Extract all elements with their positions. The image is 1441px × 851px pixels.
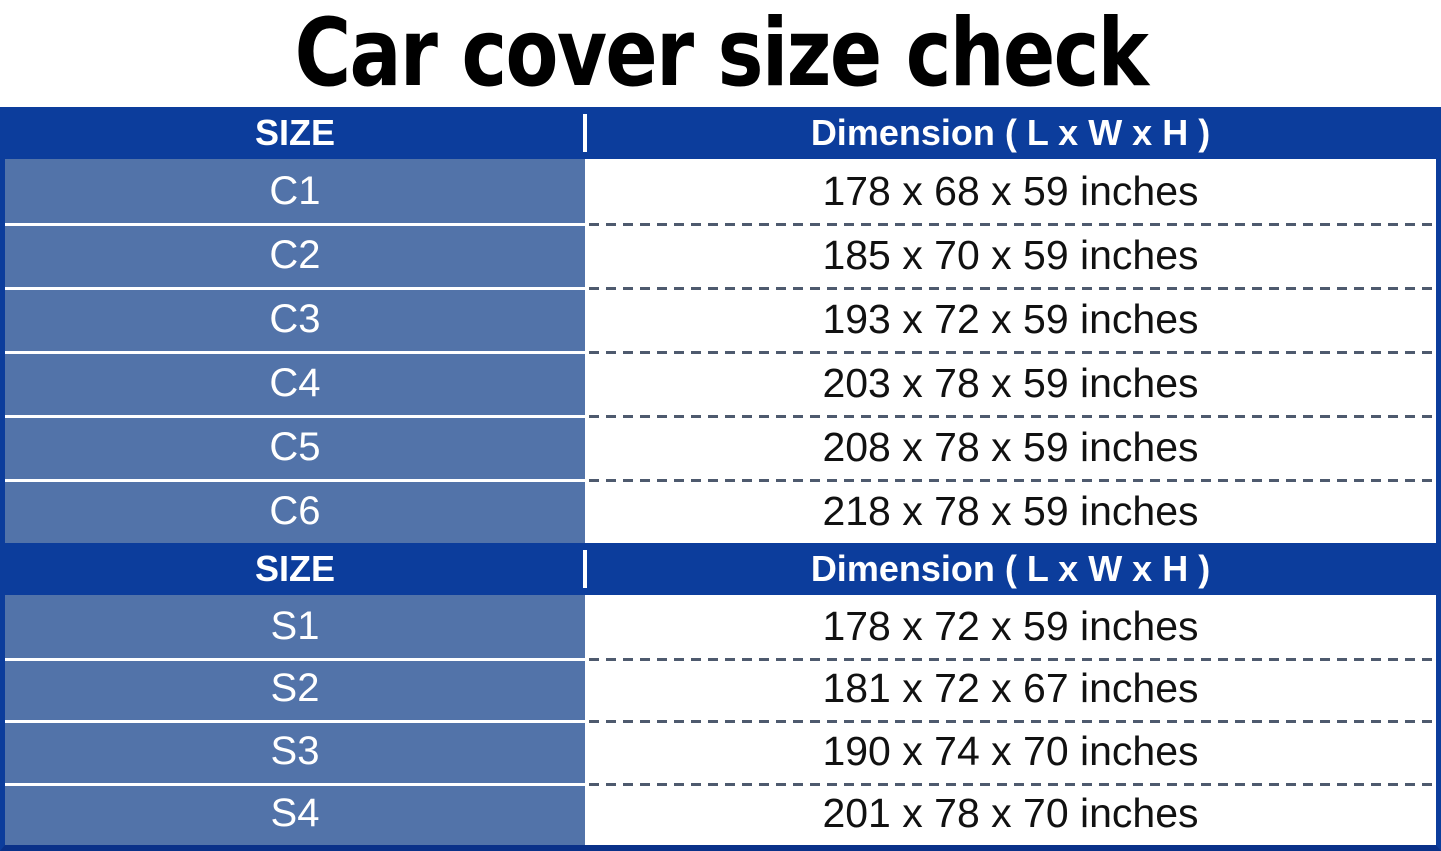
- size-value: C3: [269, 296, 321, 341]
- dimension-cell: 181 x 72 x 67 inches: [585, 657, 1436, 720]
- table-row: C1 178 x 68 x 59 inches: [5, 159, 1436, 223]
- table-header-row-s: SIZE Dimension ( L x W x H ): [5, 543, 1436, 595]
- dimension-value: 178 x 72 x 59 inches: [822, 602, 1199, 649]
- header-dimension-label: Dimension ( L x W x H ): [810, 112, 1211, 153]
- size-cell: S2: [5, 657, 585, 720]
- dimension-cell: 185 x 70 x 59 inches: [585, 223, 1436, 287]
- table-row: C2 185 x 70 x 59 inches: [5, 223, 1436, 287]
- size-value: S3: [270, 728, 320, 773]
- dimension-value: 218 x 78 x 59 inches: [822, 487, 1199, 534]
- dimension-value: 178 x 68 x 59 inches: [822, 167, 1199, 214]
- dimension-cell: 218 x 78 x 59 inches: [585, 479, 1436, 543]
- size-cell: C2: [5, 223, 585, 287]
- header-dimension-label: Dimension ( L x W x H ): [810, 548, 1211, 589]
- dimension-value: 193 x 72 x 59 inches: [822, 295, 1199, 342]
- size-cell: C1: [5, 159, 585, 223]
- size-value: C2: [269, 232, 321, 277]
- size-value: S1: [270, 603, 320, 648]
- dimension-cell: 178 x 72 x 59 inches: [585, 595, 1436, 658]
- size-cell: S3: [5, 720, 585, 783]
- header-size-label: SIZE: [254, 112, 335, 153]
- dimension-value: 201 x 78 x 70 inches: [822, 790, 1199, 837]
- table-row: C4 203 x 78 x 59 inches: [5, 351, 1436, 415]
- dimension-value: 208 x 78 x 59 inches: [822, 423, 1199, 470]
- dimension-value: 190 x 74 x 70 inches: [822, 727, 1199, 774]
- table-row: S4 201 x 78 x 70 inches: [5, 782, 1436, 845]
- dimension-cell: 203 x 78 x 59 inches: [585, 351, 1436, 415]
- table-row: C5 208 x 78 x 59 inches: [5, 415, 1436, 479]
- page-title: Car cover size check: [294, 0, 1148, 108]
- size-value: C6: [269, 488, 321, 533]
- size-cell: C3: [5, 287, 585, 351]
- dimension-value: 203 x 78 x 59 inches: [822, 359, 1199, 406]
- size-value: C4: [269, 360, 321, 405]
- dimension-cell: 208 x 78 x 59 inches: [585, 415, 1436, 479]
- header-size-cell: SIZE: [5, 107, 587, 159]
- header-column-divider: [583, 114, 587, 152]
- size-cell: S4: [5, 782, 585, 845]
- title-bar: Car cover size check: [0, 0, 1441, 108]
- car-cover-size-table: SIZE Dimension ( L x W x H ) C1 178 x 68…: [0, 107, 1441, 851]
- header-size-cell: SIZE: [5, 543, 587, 595]
- dimension-cell: 178 x 68 x 59 inches: [585, 159, 1436, 223]
- table-row: S1 178 x 72 x 59 inches: [5, 595, 1436, 658]
- header-dimension-cell: Dimension ( L x W x H ): [585, 543, 1436, 595]
- dimension-cell: 201 x 78 x 70 inches: [585, 782, 1436, 845]
- dimension-value: 185 x 70 x 59 inches: [822, 231, 1199, 278]
- dimension-value: 181 x 72 x 67 inches: [822, 665, 1199, 712]
- size-cell: C6: [5, 479, 585, 543]
- table-row: C6 218 x 78 x 59 inches: [5, 479, 1436, 543]
- table-row: C3 193 x 72 x 59 inches: [5, 287, 1436, 351]
- size-value: S2: [270, 666, 320, 711]
- dimension-cell: 193 x 72 x 59 inches: [585, 287, 1436, 351]
- size-value: C5: [269, 424, 321, 469]
- dimension-cell: 190 x 74 x 70 inches: [585, 720, 1436, 783]
- size-value: S4: [270, 791, 320, 836]
- table-row: S3 190 x 74 x 70 inches: [5, 720, 1436, 783]
- header-dimension-cell: Dimension ( L x W x H ): [585, 107, 1436, 159]
- size-cell: S1: [5, 595, 585, 658]
- table-row: S2 181 x 72 x 67 inches: [5, 657, 1436, 720]
- header-size-label: SIZE: [254, 548, 335, 589]
- size-cell: C5: [5, 415, 585, 479]
- size-cell: C4: [5, 351, 585, 415]
- header-column-divider: [583, 550, 587, 588]
- size-value: C1: [269, 168, 321, 213]
- table-header-row-c: SIZE Dimension ( L x W x H ): [5, 107, 1436, 159]
